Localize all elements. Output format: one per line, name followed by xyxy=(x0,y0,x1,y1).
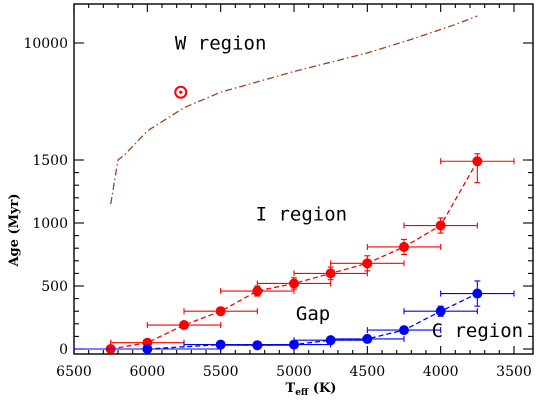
region-label: W region xyxy=(175,32,267,54)
y-tick-label: 1000 xyxy=(32,216,68,232)
y-axis-label: Age (Myr) xyxy=(7,193,22,267)
data-point xyxy=(215,306,226,317)
annotation-layer: W region I region Gap C region xyxy=(174,32,524,342)
x-tick-label: 5500 xyxy=(203,364,239,380)
x-axis-label: Teff (K) xyxy=(286,381,337,398)
sun-ring xyxy=(174,85,188,99)
data-point xyxy=(435,220,446,231)
data-point xyxy=(289,278,299,289)
series-layer xyxy=(73,153,515,354)
data-point xyxy=(179,320,189,331)
region-label: Gap xyxy=(296,303,330,325)
data-point xyxy=(399,325,409,336)
data-point xyxy=(252,286,263,297)
series-line xyxy=(110,160,478,350)
axis-ticks: 6500 6000 5500 5000 4500 4000 3500 0 500 1000 1500… xyxy=(23,4,533,380)
y-tick-label: 0 xyxy=(59,342,68,358)
data-point xyxy=(472,156,483,167)
x-tick-label: 6000 xyxy=(130,364,166,380)
x-axis-label-sub: eff xyxy=(295,388,309,398)
region-label: C region xyxy=(432,320,524,342)
data-point xyxy=(472,288,483,299)
sun-symbol xyxy=(174,85,188,99)
data-point xyxy=(362,258,373,269)
sun-dot xyxy=(179,90,183,94)
x-tick-label: 5000 xyxy=(276,364,312,380)
data-point xyxy=(435,306,446,317)
data-point xyxy=(289,339,299,350)
blue-series xyxy=(73,280,515,354)
x-axis-label-main: T xyxy=(286,381,296,396)
plot-area-border xyxy=(73,3,534,355)
data-point xyxy=(325,268,336,279)
x-axis-label-unit: (K) xyxy=(308,381,336,396)
isochrone-layer xyxy=(110,15,478,205)
y-tick-label: 10000 xyxy=(23,36,68,52)
plot-frame xyxy=(73,3,534,355)
data-point xyxy=(362,333,373,344)
data-point xyxy=(399,241,409,252)
region-label: I region xyxy=(256,203,348,225)
isochrone-line xyxy=(110,15,478,205)
x-tick-label: 4500 xyxy=(350,364,386,380)
x-tick-label: 4000 xyxy=(423,364,459,380)
x-tick-label: 3500 xyxy=(496,364,532,380)
y-tick-label: 1500 xyxy=(32,153,68,169)
data-point xyxy=(142,344,153,354)
red-series xyxy=(73,153,515,354)
x-tick-label: 6500 xyxy=(56,364,92,380)
y-tick-label: 500 xyxy=(41,279,68,295)
